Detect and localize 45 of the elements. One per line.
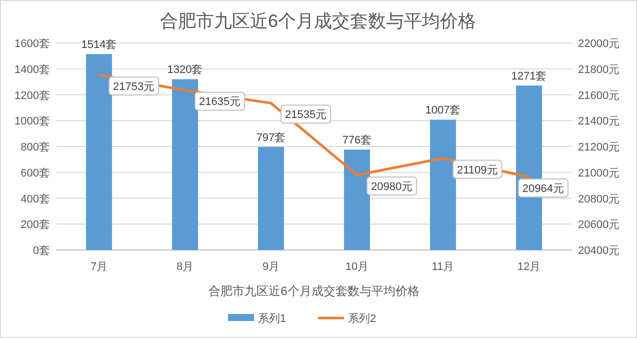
data-label: 1271套 [511, 70, 547, 83]
y2-tick-label: 21800元 [578, 64, 620, 76]
x-tick-label: 9月 [262, 261, 280, 273]
data-label: 1007套 [425, 104, 461, 117]
data-label: 21753元 [113, 80, 155, 93]
y-tick-label: 400套 [20, 193, 50, 206]
y-tick-label: 1200套 [14, 90, 50, 102]
data-label: 21109元 [457, 164, 498, 176]
x-tick-label: 7月 [90, 261, 108, 273]
bar [86, 54, 112, 250]
y2-tick-label: 20600元 [578, 219, 620, 232]
data-label: 20964元 [522, 183, 564, 196]
y2-tick-label: 21600元 [578, 90, 620, 102]
data-label: 776套 [342, 134, 372, 147]
y2-tick-label: 22000元 [578, 38, 620, 50]
y-tick-label: 600套 [20, 167, 50, 180]
x-tick-label: 8月 [176, 261, 194, 273]
data-label: 20980元 [371, 180, 413, 193]
data-label: 1320套 [167, 64, 203, 76]
y-tick-label: 0套 [32, 245, 50, 257]
y2-tick-label: 21000元 [578, 167, 620, 180]
y2-tick-label: 20400元 [578, 245, 620, 257]
y-tick-label: 800套 [20, 142, 50, 154]
x-axis-title: 合肥市九区近6个月成交套数与平均价格 [208, 284, 420, 298]
legend-label: 系列1 [258, 312, 286, 325]
y-tick-label: 1600套 [14, 38, 50, 50]
y2-tick-label: 21200元 [578, 142, 620, 154]
data-label: 797套 [256, 132, 286, 144]
data-label: 21635元 [199, 96, 241, 108]
y-tick-label: 1000套 [14, 116, 50, 128]
bar [430, 120, 456, 250]
y2-tick-label: 20800元 [578, 193, 620, 206]
data-label: 21535元 [285, 109, 327, 122]
bar [258, 146, 284, 250]
y-tick-label: 1400套 [14, 64, 50, 76]
x-tick-label: 12月 [517, 261, 541, 273]
y-tick-label: 200套 [20, 219, 50, 232]
data-label: 1514套 [81, 39, 117, 52]
chart-title: 合肥市九区近6个月成交套数与平均价格 [160, 11, 476, 31]
x-tick-label: 11月 [432, 261, 454, 273]
y2-tick-label: 21400元 [578, 116, 620, 128]
legend-label: 系列2 [348, 312, 376, 325]
x-tick-label: 10月 [345, 261, 369, 273]
bar [344, 150, 370, 250]
bar [172, 79, 198, 250]
